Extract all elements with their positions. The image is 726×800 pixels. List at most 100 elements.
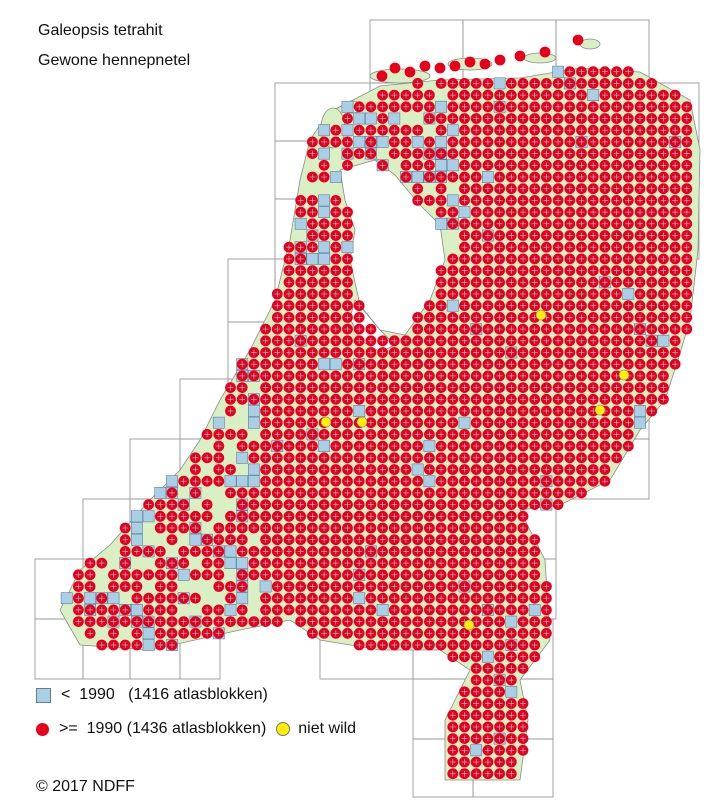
not-wild-dot (535, 309, 547, 321)
before-1990-square (446, 194, 459, 207)
before-1990-square (154, 486, 167, 499)
legend-before-1990: < 1990 (1416 atlasblokken) (36, 686, 268, 704)
from-1990-dot (449, 60, 461, 72)
not-wild-dot (320, 416, 332, 428)
before-1990-square (318, 194, 330, 207)
before-1990-square (248, 475, 260, 488)
before-1990-square (634, 405, 646, 417)
before-1990-square (189, 533, 202, 546)
from-1990-dot (572, 34, 584, 46)
before-1990-square (131, 533, 143, 546)
not-wild-dot (618, 369, 630, 381)
before-1990-square (329, 358, 342, 371)
before-1990-square (622, 288, 635, 300)
before-1990-square (131, 510, 143, 523)
before-1990-square (131, 603, 143, 616)
from-1990-dot (464, 56, 476, 68)
before-1990-square (505, 615, 518, 628)
before-1990-square (142, 510, 155, 523)
red-dot-icon (36, 722, 49, 736)
before-1990-square (341, 124, 354, 137)
before-1990-square (446, 159, 459, 172)
before-1990-square (505, 685, 518, 698)
before-1990-square (224, 475, 237, 488)
from-1990-dot (514, 50, 526, 62)
before-1990-square (493, 77, 506, 90)
before-1990-square (248, 416, 260, 429)
not-wild-dot (356, 416, 368, 428)
from-1990-dots (73, 34, 693, 780)
before-1990-square (318, 206, 330, 218)
before-1990-square (84, 592, 96, 605)
grid-block (227, 258, 276, 323)
before-1990-square (435, 136, 447, 148)
before-1990-square (528, 603, 541, 616)
before-1990-square (353, 405, 366, 417)
before-1990-square (481, 650, 494, 663)
before-1990-square (634, 416, 646, 429)
before-1990-square (376, 136, 389, 148)
before-1990-square (142, 639, 155, 651)
legend-from-year: 1990 (86, 720, 123, 737)
before-1990-square (236, 451, 249, 464)
from-1990-dot (539, 46, 551, 58)
before-1990-square (364, 112, 377, 125)
before-1990-square (318, 147, 330, 160)
before-1990-square (353, 592, 366, 605)
before-1990-square (587, 89, 600, 101)
island-schiermonnikoog (523, 52, 557, 64)
before-1990-square (388, 112, 401, 125)
from-1990-dot (376, 70, 388, 82)
before-1990-square (166, 475, 178, 488)
copyright-notice: © 2017 NDFF (36, 778, 135, 795)
legend-before-count: (1416 atlasblokken) (128, 686, 268, 703)
before-1990-square (458, 416, 471, 429)
not-wild-dot (594, 404, 606, 416)
legend-not-wild: niet wild (298, 720, 357, 737)
map-title-common: Gewone hennepnetel (38, 52, 191, 69)
before-1990-square (318, 440, 330, 452)
before-1990-square (435, 159, 447, 172)
before-1990-square (411, 171, 424, 183)
before-1990-square (248, 463, 260, 476)
legend-from-count: (1436 atlasblokken) (126, 720, 267, 737)
legend-from-symbol: >= (59, 720, 78, 737)
before-1990-square (142, 627, 155, 640)
before-1990-square (411, 463, 424, 476)
before-1990-square (657, 334, 670, 347)
from-1990-dot (494, 54, 506, 66)
legend-from-1990: >= 1990 (1436 atlasblokken) niet wild (36, 720, 356, 738)
before-1990-square (236, 475, 249, 488)
before-1990-square (423, 440, 436, 452)
map-title-scientific: Galeopsis tetrahit (38, 22, 163, 39)
before-1990-square (341, 100, 354, 113)
before-1990-square (294, 217, 307, 230)
yellow-dot-icon (276, 722, 291, 736)
before-1990-square (318, 253, 330, 265)
before-1990-square (212, 416, 225, 429)
before-1990-square (411, 136, 424, 148)
before-1990-square (446, 124, 459, 137)
from-1990-dot (479, 58, 491, 70)
before-1990-square (446, 299, 459, 312)
legend-before-year: 1990 (79, 686, 115, 703)
not-wild-dots (320, 309, 630, 631)
blue-square-icon (36, 687, 51, 703)
legend-before-symbol: < (61, 686, 71, 703)
before-1990-square (458, 206, 471, 218)
before-1990-square (224, 603, 237, 616)
from-1990-dot (404, 66, 416, 78)
not-wild-dot (463, 619, 475, 631)
before-1990-square (259, 580, 272, 593)
before-1990-square (329, 171, 342, 183)
before-1990-square (318, 358, 330, 371)
before-1990-square (131, 522, 143, 534)
before-1990-square (318, 241, 330, 254)
from-1990-dot (434, 62, 446, 74)
before-1990-square (341, 241, 354, 254)
before-1990-square (423, 475, 436, 488)
before-1990-square (552, 65, 564, 78)
before-1990-square (470, 744, 483, 757)
before-1990-square (353, 136, 366, 148)
